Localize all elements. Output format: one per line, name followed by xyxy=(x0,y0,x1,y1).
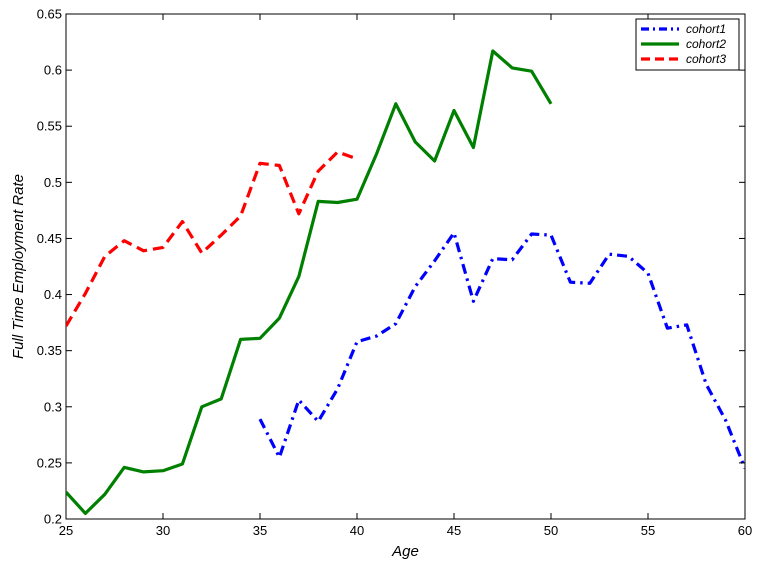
y-axis-title: Full Time Employment Rate xyxy=(10,174,27,359)
x-tick-label: 25 xyxy=(59,523,73,538)
legend-label-cohort1: cohort1 xyxy=(686,22,726,36)
y-tick-label: 0.5 xyxy=(44,175,62,190)
x-tick-label: 40 xyxy=(350,523,364,538)
y-tick-label: 0.55 xyxy=(37,119,62,134)
y-tick-label: 0.4 xyxy=(44,287,62,302)
y-tick-label: 0.2 xyxy=(44,512,62,527)
legend-label-cohort2: cohort2 xyxy=(686,37,726,51)
y-tick-label: 0.35 xyxy=(37,343,62,358)
series-line-cohort1 xyxy=(258,231,745,470)
series-layer xyxy=(66,49,745,516)
x-tick-label: 45 xyxy=(447,523,461,538)
series-line-cohort3 xyxy=(66,150,358,327)
y-tick-label: 0.25 xyxy=(37,455,62,470)
x-tick-label: 60 xyxy=(738,523,752,538)
x-tick-label: 55 xyxy=(641,523,655,538)
series-line-cohort2 xyxy=(66,49,553,516)
y-tick-label: 0.6 xyxy=(44,63,62,78)
y-tick-label: 0.3 xyxy=(44,399,62,414)
y-tick-label: 0.65 xyxy=(37,7,62,22)
x-tick-label: 50 xyxy=(544,523,558,538)
x-tick-label: 35 xyxy=(253,523,267,538)
legend-label-cohort3: cohort3 xyxy=(686,52,726,66)
x-axis-title: Age xyxy=(391,543,419,560)
tick-layer: 25 30 35 40 45 50 55 60 0.2 0.25 0.3 0.35 0.4 0.45 0.5… xyxy=(37,7,753,539)
plot-area xyxy=(65,13,746,520)
y-tick-label: 0.45 xyxy=(37,231,62,246)
x-tick-label: 30 xyxy=(156,523,170,538)
